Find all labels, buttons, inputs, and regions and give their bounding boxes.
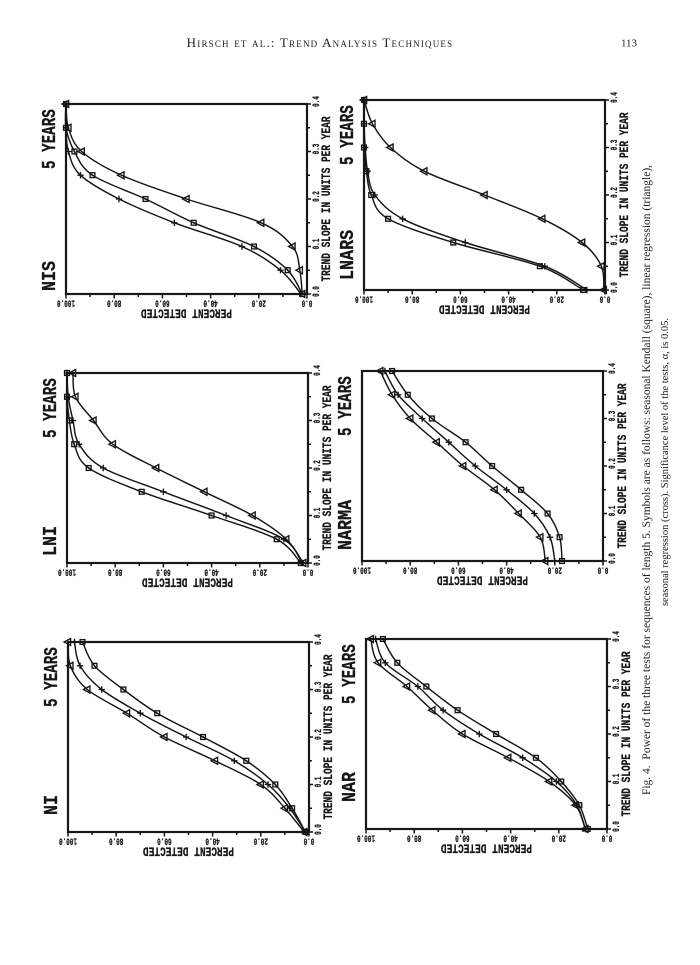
svg-text:0.0: 0.0 [610, 821, 622, 832]
svg-text:100.0: 100.0 [57, 297, 75, 309]
svg-text:seasonal regression (cross). S: seasonal regression (cross). Significanc… [660, 318, 671, 606]
svg-text:60.0: 60.0 [453, 293, 467, 305]
svg-text:TREND SLOPE IN UNITS PER YEAR: TREND SLOPE IN UNITS PER YEAR [322, 385, 336, 550]
svg-text:0.2: 0.2 [606, 458, 618, 469]
svg-text:0.0: 0.0 [304, 835, 315, 847]
svg-text:0.0: 0.0 [600, 293, 611, 305]
svg-text:TREND SLOPE IN UNITS PER YEAR: TREND SLOPE IN UNITS PER YEAR [619, 112, 633, 277]
svg-text:5 YEARS: 5 YEARS [336, 376, 357, 436]
svg-text:60.0: 60.0 [157, 835, 171, 847]
svg-text:20.0: 20.0 [550, 293, 564, 305]
svg-text:TREND SLOPE IN UNITS PER YEAR: TREND SLOPE IN UNITS PER YEAR [621, 651, 635, 816]
svg-text:0.3: 0.3 [608, 140, 620, 151]
svg-text:0.2: 0.2 [311, 460, 323, 471]
svg-text:5 YEARS: 5 YEARS [340, 644, 361, 704]
svg-text:0.0: 0.0 [303, 566, 314, 578]
svg-text:0.1: 0.1 [606, 506, 618, 517]
svg-text:40.0: 40.0 [503, 832, 517, 844]
svg-text:0.0: 0.0 [602, 832, 613, 844]
svg-text:60.0: 60.0 [156, 566, 170, 578]
svg-text:100.0: 100.0 [59, 835, 77, 847]
svg-text:0.0: 0.0 [302, 297, 313, 309]
svg-text:Hirsch et al.: Trend Analysis: Hirsch et al.: Trend Analysis Techniques [187, 35, 454, 50]
svg-text:NAR: NAR [340, 772, 361, 802]
svg-text:0.2: 0.2 [310, 191, 322, 202]
svg-text:0.3: 0.3 [610, 679, 622, 690]
svg-text:20.0: 20.0 [552, 832, 566, 844]
svg-text:PERCENT DETECTED: PERCENT DETECTED [439, 301, 530, 315]
svg-text:20.0: 20.0 [253, 566, 267, 578]
svg-text:0.0: 0.0 [312, 824, 324, 835]
svg-text:0.0: 0.0 [311, 555, 323, 566]
svg-text:20.0: 20.0 [548, 564, 562, 576]
svg-text:0.3: 0.3 [311, 413, 323, 424]
svg-text:40.0: 40.0 [499, 564, 513, 576]
svg-text:100.0: 100.0 [355, 293, 373, 305]
svg-text:LNARS: LNARS [338, 230, 359, 280]
svg-text:100.0: 100.0 [58, 566, 76, 578]
svg-text:40.0: 40.0 [203, 297, 217, 309]
svg-text:0.1: 0.1 [608, 235, 620, 246]
svg-text:0.1: 0.1 [312, 777, 324, 788]
svg-text:TREND SLOPE IN UNITS PER YEAR: TREND SLOPE IN UNITS PER YEAR [323, 654, 337, 819]
svg-text:60.0: 60.0 [451, 564, 465, 576]
svg-text:5 YEARS: 5 YEARS [40, 109, 61, 169]
svg-text:60.0: 60.0 [455, 832, 469, 844]
svg-text:40.0: 40.0 [204, 566, 218, 578]
svg-text:5 YEARS: 5 YEARS [42, 647, 63, 707]
svg-text:80.0: 80.0 [405, 293, 419, 305]
svg-text:0.4: 0.4 [610, 631, 622, 642]
svg-text:0.2: 0.2 [610, 726, 622, 737]
svg-text:20.0: 20.0 [254, 835, 268, 847]
svg-text:0.3: 0.3 [606, 411, 618, 422]
svg-text:0.4: 0.4 [312, 634, 324, 645]
svg-text:LNI: LNI [41, 526, 62, 556]
svg-text:40.0: 40.0 [205, 835, 219, 847]
svg-text:5 YEARS: 5 YEARS [41, 378, 62, 438]
svg-text:80.0: 80.0 [108, 566, 122, 578]
svg-text:0.0: 0.0 [608, 282, 620, 293]
svg-text:0.2: 0.2 [608, 187, 620, 198]
svg-text:0.0: 0.0 [310, 286, 322, 297]
svg-text:80.0: 80.0 [109, 835, 123, 847]
svg-text:60.0: 60.0 [155, 297, 169, 309]
svg-text:PERCENT DETECTED: PERCENT DETECTED [142, 574, 233, 588]
svg-text:80.0: 80.0 [107, 297, 121, 309]
svg-text:NARMA: NARMA [336, 500, 357, 550]
svg-text:Fig. 4. Power of the three te: Fig. 4. Power of the three tests for seq… [641, 165, 653, 795]
svg-text:0.4: 0.4 [606, 363, 618, 374]
svg-text:PERCENT DETECTED: PERCENT DETECTED [441, 840, 532, 854]
svg-text:40.0: 40.0 [501, 293, 515, 305]
svg-text:100.0: 100.0 [353, 564, 371, 576]
svg-text:20.0: 20.0 [252, 297, 266, 309]
svg-text:NI: NI [42, 795, 63, 815]
svg-text:NIS: NIS [40, 261, 61, 291]
svg-text:113: 113 [621, 38, 638, 50]
svg-text:0.3: 0.3 [310, 144, 322, 155]
svg-text:0.1: 0.1 [610, 774, 622, 785]
svg-text:0.1: 0.1 [311, 508, 323, 519]
svg-text:0.0: 0.0 [598, 564, 609, 576]
svg-text:80.0: 80.0 [407, 832, 421, 844]
svg-text:0.3: 0.3 [312, 682, 324, 693]
svg-text:100.0: 100.0 [357, 832, 375, 844]
svg-text:PERCENT DETECTED: PERCENT DETECTED [141, 305, 232, 319]
svg-text:0.4: 0.4 [310, 96, 322, 107]
svg-text:0.4: 0.4 [311, 365, 323, 376]
svg-text:0.0: 0.0 [606, 553, 618, 564]
svg-text:80.0: 80.0 [403, 564, 417, 576]
svg-text:TREND SLOPE IN UNITS PER YEAR: TREND SLOPE IN UNITS PER YEAR [617, 383, 631, 548]
svg-text:0.2: 0.2 [312, 729, 324, 740]
svg-text:PERCENT DETECTED: PERCENT DETECTED [437, 572, 528, 586]
svg-text:PERCENT DETECTED: PERCENT DETECTED [143, 843, 234, 857]
svg-text:5 YEARS: 5 YEARS [338, 105, 359, 165]
svg-text:0.1: 0.1 [310, 239, 322, 250]
svg-text:TREND SLOPE IN UNITS PER YEAR: TREND SLOPE IN UNITS PER YEAR [321, 116, 335, 281]
svg-text:0.4: 0.4 [608, 92, 620, 103]
